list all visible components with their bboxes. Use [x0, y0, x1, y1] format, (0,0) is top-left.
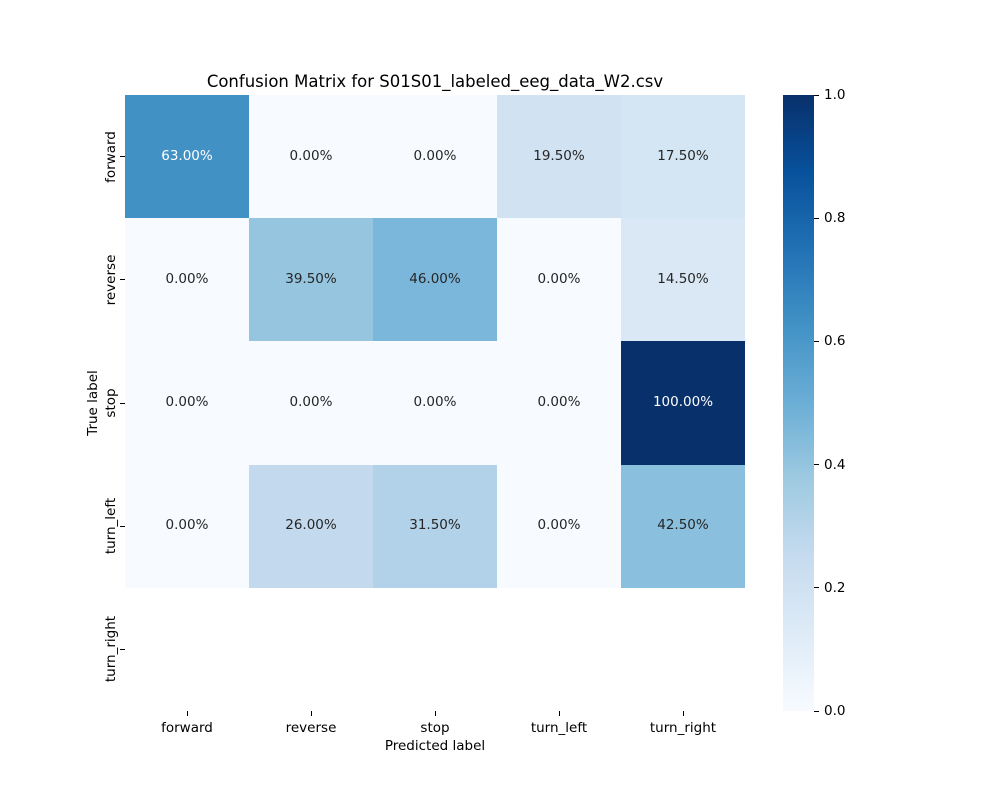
x-tick-mark: [558, 711, 560, 716]
y-tick-label: turn_left: [103, 498, 119, 555]
cell-value: 17.50%: [657, 147, 709, 164]
y-tick-label: turn_right: [103, 616, 119, 683]
heatmap-cell: 39.50%: [249, 218, 373, 342]
y-tick-mark: [120, 402, 125, 404]
colorbar-tick-mark: [814, 340, 819, 342]
heatmap-cell: 14.50%: [621, 218, 745, 342]
colorbar-tick-mark: [814, 587, 819, 589]
heatmap-cell: 46.00%: [373, 218, 497, 342]
heatmap-cell: 63.00%: [125, 95, 249, 219]
x-tick-mark: [310, 711, 312, 716]
heatmap-cell: 0.00%: [125, 218, 249, 342]
heatmap-cell: 31.50%: [373, 464, 497, 588]
colorbar-tick-label: 1.0: [824, 87, 846, 103]
colorbar-tick-mark: [814, 217, 819, 219]
cell-value: 46.00%: [409, 271, 461, 288]
x-tick-label: turn_right: [649, 720, 717, 736]
colorbar-tick-mark: [814, 94, 819, 96]
heatmap-cell: 26.00%: [249, 464, 373, 588]
y-axis-label: True label: [85, 370, 101, 436]
cell-value: 26.00%: [285, 517, 337, 534]
heatmap-cell: 17.50%: [621, 95, 745, 219]
heatmap-cell: 19.50%: [497, 95, 621, 219]
x-tick-label: turn_left: [530, 720, 588, 736]
y-tick-label: reverse: [103, 254, 119, 306]
heatmap-cell: 0.00%: [125, 341, 249, 465]
heatmap-cell: 0.00%: [373, 341, 497, 465]
colorbar-tick-mark: [814, 710, 819, 712]
y-tick-mark: [120, 279, 125, 281]
x-tick-mark: [434, 711, 436, 716]
heatmap-cell: 100.00%: [621, 341, 745, 465]
heatmap-cell: 0.00%: [497, 218, 621, 342]
cell-value: 19.50%: [533, 147, 585, 164]
heatmap-cell: 0.00%: [373, 95, 497, 219]
y-tick-mark: [120, 648, 125, 650]
cell-value: 100.00%: [652, 394, 714, 411]
cell-value: 63.00%: [161, 147, 213, 164]
heatmap-cell: 0.00%: [497, 464, 621, 588]
cell-value: 0.00%: [413, 147, 457, 164]
cell-value: 0.00%: [165, 271, 209, 288]
colorbar: [783, 95, 814, 711]
colorbar-tick-label: 0.2: [824, 579, 846, 596]
colorbar-tick-label: 0.4: [824, 456, 846, 473]
x-tick-mark: [186, 711, 188, 716]
cell-value: 42.50%: [657, 517, 709, 534]
cell-value: 0.00%: [165, 517, 209, 534]
heatmap-cell: 0.00%: [497, 341, 621, 465]
cell-value: 0.00%: [537, 394, 581, 411]
colorbar-tick-mark: [814, 464, 819, 466]
heatmap-grid: 63.00% 0.00% 0.00% 19.50% 17.50% 0.00% 39.50% 4…: [125, 95, 745, 711]
x-tick-label: stop: [420, 720, 450, 736]
y-tick-label: stop: [103, 388, 119, 418]
cell-value: 0.00%: [537, 271, 581, 288]
x-axis-label: Predicted label: [384, 738, 486, 754]
heatmap-cell: 42.50%: [621, 464, 745, 588]
colorbar-tick-label: 0.8: [824, 210, 846, 227]
colorbar-tick-label: 0.0: [824, 703, 846, 719]
cell-value: 0.00%: [413, 394, 457, 411]
y-tick-label: forward: [103, 130, 119, 183]
y-tick-mark: [120, 525, 125, 527]
cell-value: 0.00%: [289, 147, 333, 164]
colorbar-tick-label: 0.6: [824, 333, 846, 350]
heatmap-cell: 0.00%: [249, 95, 373, 219]
cell-value: 0.00%: [165, 394, 209, 411]
x-tick-label: forward: [161, 720, 213, 736]
x-tick-mark: [682, 711, 684, 716]
cell-value: 39.50%: [285, 271, 337, 288]
cell-value: 31.50%: [409, 517, 461, 534]
heatmap-cell: 0.00%: [125, 464, 249, 588]
cell-value: 0.00%: [289, 394, 333, 411]
y-tick-mark: [120, 156, 125, 158]
x-tick-label: reverse: [285, 720, 337, 736]
cell-value: 0.00%: [537, 517, 581, 534]
chart-title: Confusion Matrix for S01S01_labeled_eeg_…: [206, 72, 664, 91]
cell-value: 14.50%: [657, 271, 709, 288]
heatmap-cell: 0.00%: [249, 341, 373, 465]
